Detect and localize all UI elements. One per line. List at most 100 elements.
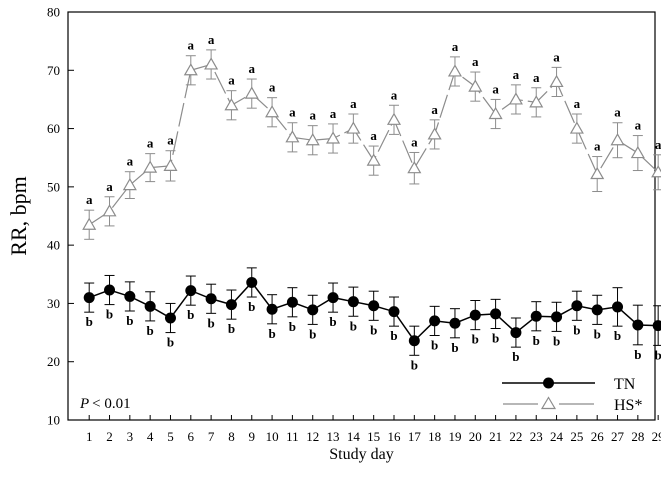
hs-sig-label: a — [127, 154, 134, 169]
tn-sig-label: b — [553, 333, 560, 348]
hs-point — [122, 177, 137, 191]
hs-sig-label: a — [614, 105, 621, 120]
hs-point — [204, 57, 219, 70]
legend-hs-label: HS* — [614, 397, 642, 414]
hs-point — [244, 86, 259, 99]
x-tick-label: 6 — [188, 429, 195, 444]
p-value-annotation: P < 0.01 — [79, 396, 131, 412]
hs-point — [285, 130, 300, 143]
hs-point — [366, 153, 381, 166]
hs-sig-label: a — [350, 96, 357, 111]
x-tick-label: 22 — [509, 429, 522, 444]
x-tick-label: 24 — [550, 429, 564, 444]
tn-point — [144, 300, 156, 312]
tn-sig-label: b — [147, 323, 154, 338]
tn-sig-label: b — [594, 326, 601, 341]
series-layer — [82, 49, 661, 356]
series-hs — [82, 49, 661, 240]
hs-sig-label: a — [635, 118, 642, 133]
tn-point — [632, 319, 644, 331]
hs-point — [529, 95, 544, 108]
hs-sig-label: a — [249, 61, 256, 76]
tn-sig-label: b — [472, 332, 479, 347]
x-tick-label: 18 — [428, 429, 441, 444]
x-tick-label: 27 — [611, 429, 625, 444]
tn-point — [551, 311, 563, 323]
tn-point — [185, 285, 197, 297]
y-axis-title: RR, bpm — [6, 176, 31, 255]
tn-sig-label: b — [451, 340, 458, 355]
x-tick-label: 20 — [469, 429, 482, 444]
tn-sig-label: b — [208, 315, 215, 330]
tn-sig-label: b — [86, 314, 93, 329]
tn-point — [652, 320, 661, 332]
tn-point — [307, 304, 319, 316]
hs-point — [630, 145, 645, 159]
x-tick-label: 29 — [652, 429, 661, 444]
hs-point — [488, 106, 503, 120]
x-tick-label: 12 — [306, 429, 319, 444]
hs-sig-label: a — [269, 80, 276, 95]
x-tick-label: 9 — [249, 429, 256, 444]
tn-sig-label: b — [248, 299, 255, 314]
tn-sig-label: b — [533, 333, 540, 348]
tn-sig-label: b — [228, 321, 235, 336]
legend-tn-marker — [543, 377, 554, 389]
hs-point — [407, 160, 422, 174]
tn-point — [510, 327, 522, 339]
hs-point — [610, 133, 625, 146]
p-value-symbol: P — [79, 396, 89, 412]
tn-sig-label: b — [268, 326, 275, 341]
legend-hs-marker — [540, 396, 557, 410]
hs-sig-label: a — [208, 32, 215, 47]
hs-sig-label: a — [553, 49, 560, 64]
x-tick-label: 25 — [570, 429, 583, 444]
y-tick-label: 40 — [47, 238, 60, 253]
tn-sig-label: b — [614, 328, 621, 343]
hs-point — [447, 64, 462, 77]
tn-sig-label: b — [492, 330, 499, 345]
tn-point — [164, 312, 176, 324]
tn-sig-label: b — [106, 307, 113, 322]
tn-point — [388, 306, 400, 318]
tn-sig-label: b — [655, 347, 661, 362]
x-tick-label: 16 — [388, 429, 402, 444]
tn-point — [83, 292, 95, 304]
hs-sig-label: a — [330, 106, 337, 121]
x-tick-label: 4 — [147, 429, 154, 444]
hs-point — [183, 63, 198, 76]
hs-line — [88, 63, 659, 226]
p-value-text: < 0.01 — [92, 396, 130, 412]
hs-sig-label: a — [431, 102, 438, 117]
tn-point — [124, 290, 136, 302]
tn-sig-label: b — [573, 322, 580, 337]
tn-sig-label: b — [512, 349, 519, 364]
hs-sig-label: a — [188, 38, 195, 53]
tn-point — [490, 308, 502, 320]
y-tick-label: 80 — [47, 5, 60, 20]
tn-point — [469, 309, 481, 321]
hs-point — [386, 112, 402, 125]
tn-point — [368, 300, 380, 312]
hs-point — [326, 131, 341, 144]
tn-point — [327, 292, 339, 304]
hs-point — [224, 98, 239, 111]
tn-sig-label: b — [390, 328, 397, 343]
tn-point — [205, 293, 217, 305]
series-tn — [83, 267, 661, 356]
hs-sig-label: a — [472, 54, 479, 69]
x-tick-label: 5 — [167, 429, 174, 444]
tn-sig-label: b — [370, 322, 377, 337]
hs-sig-label: a — [492, 81, 499, 96]
tn-sig-label: b — [431, 337, 438, 352]
hs-sig-label: a — [289, 105, 296, 120]
tn-point — [286, 296, 298, 308]
hs-sig-label: a — [533, 70, 540, 85]
hs-sig-label: a — [167, 133, 174, 148]
tn-sig-label: b — [309, 326, 316, 341]
tn-point — [429, 315, 441, 327]
x-tick-label: 1 — [86, 429, 93, 444]
hs-point — [651, 165, 661, 178]
